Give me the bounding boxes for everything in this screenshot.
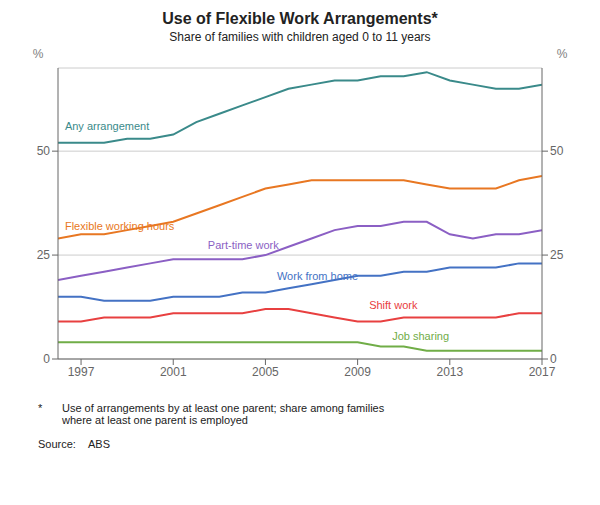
svg-text:50: 50	[550, 144, 564, 158]
svg-text:Any arrangement: Any arrangement	[65, 120, 149, 132]
svg-text:2013: 2013	[436, 365, 463, 379]
svg-text:Work from home: Work from home	[277, 270, 358, 282]
svg-text:2009: 2009	[344, 365, 371, 379]
html-text:Use of Flexible Work Arrangeme: Use of Flexible Work Arrangements*	[162, 10, 438, 27]
svg-text:2001: 2001	[160, 365, 187, 379]
svg-text:0: 0	[43, 352, 50, 366]
svg-text:25: 25	[550, 248, 564, 262]
svg-text:%: %	[33, 47, 44, 61]
svg-text:0: 0	[550, 352, 557, 366]
svg-text:%: %	[557, 47, 568, 61]
html-text:Use of arrangements by at leas: Use of arrangements by at least one pare…	[62, 402, 385, 426]
html-text:Share of families with childre: Share of families with children aged 0 t…	[169, 30, 431, 44]
svg-text:50: 50	[37, 144, 51, 158]
svg-text:Shift work: Shift work	[369, 299, 418, 311]
svg-text:Job sharing: Job sharing	[392, 330, 449, 342]
svg-text:Flexible working hours: Flexible working hours	[65, 220, 175, 232]
svg-text:Part-time work: Part-time work	[208, 239, 279, 251]
svg-text:2017: 2017	[529, 365, 556, 379]
svg-text:25: 25	[37, 248, 51, 262]
html-text:ABS: ABS	[88, 438, 110, 450]
svg-text:1997: 1997	[68, 365, 95, 379]
html-text:Source:: Source:	[38, 438, 76, 450]
svg-text:2005: 2005	[252, 365, 279, 379]
